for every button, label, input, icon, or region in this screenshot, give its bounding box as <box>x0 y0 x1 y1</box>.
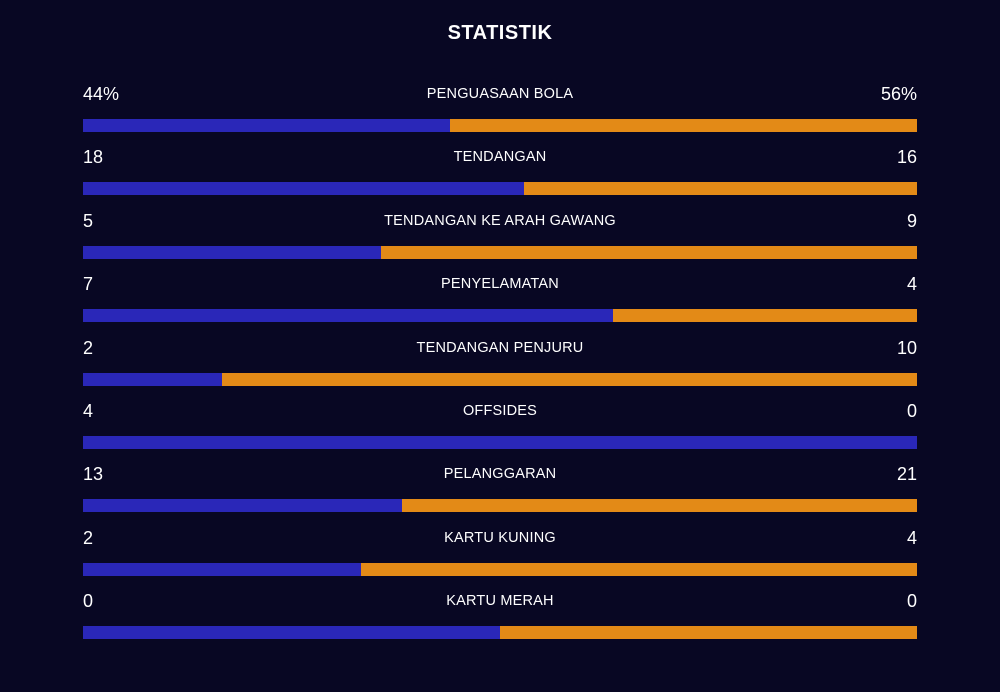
away-bar-fill <box>524 182 917 196</box>
stat-row-shots-on-target: 5 TENDANGAN KE ARAH GAWANG 9 <box>83 207 917 270</box>
stat-label: PENGUASAAN BOLA <box>426 86 574 102</box>
stat-bar <box>83 119 917 132</box>
stat-label: PELANGGARAN <box>443 466 557 483</box>
away-bar-fill <box>500 626 917 640</box>
away-bar-fill <box>449 119 917 132</box>
stat-row-saves: 7 PENYELAMATAN 4 <box>83 270 917 333</box>
home-bar-fill <box>83 499 402 513</box>
away-value: 56% <box>880 84 917 104</box>
stat-label: TENDANGAN PENJURU <box>416 339 584 356</box>
home-bar-fill <box>83 562 361 576</box>
stat-bar <box>83 182 917 196</box>
stat-row-fouls: 13 PELANGGARAN 21 <box>83 460 917 523</box>
home-value: 2 <box>83 337 94 358</box>
stat-label: OFFSIDES <box>462 402 538 419</box>
stat-bar <box>83 372 917 386</box>
away-value: 9 <box>906 210 917 231</box>
home-value: 2 <box>83 527 94 548</box>
home-bar-fill <box>83 372 223 386</box>
away-value: 4 <box>906 527 917 548</box>
home-value: 0 <box>83 591 94 612</box>
stat-label: TENDANGAN <box>453 149 547 166</box>
away-value: 4 <box>906 274 917 295</box>
away-bar-fill <box>380 245 917 259</box>
home-value: 4 <box>83 400 94 421</box>
away-bar-fill <box>222 372 917 386</box>
away-value: 21 <box>896 464 917 485</box>
away-value: 16 <box>896 147 917 168</box>
home-value: 5 <box>83 210 94 231</box>
stat-row-red-cards: 0 KARTU MERAH 0 <box>83 587 917 650</box>
away-value: 10 <box>896 337 917 358</box>
stat-bar <box>83 626 917 640</box>
away-value: 0 <box>906 591 917 612</box>
home-bar-fill <box>83 309 614 323</box>
home-bar-fill <box>83 245 381 259</box>
stat-label: TENDANGAN KE ARAH GAWANG <box>384 212 616 229</box>
stat-bar <box>83 562 917 576</box>
home-bar-fill <box>83 626 500 640</box>
home-value: 7 <box>83 274 94 295</box>
home-value: 44% <box>83 84 120 104</box>
stat-row-shots: 18 TENDANGAN 16 <box>83 143 917 206</box>
home-value: 18 <box>83 147 104 168</box>
stat-label: KARTU KUNING <box>444 529 556 546</box>
stat-bar <box>83 499 917 513</box>
away-bar-fill <box>360 562 917 576</box>
stat-bar <box>83 245 917 259</box>
page-title: STATISTIK <box>447 22 553 44</box>
stat-label: PENYELAMATAN <box>441 276 559 293</box>
away-bar-fill <box>401 499 917 513</box>
stat-row-possession: 44% PENGUASAAN BOLA 56% <box>83 80 917 143</box>
away-bar-fill <box>613 309 917 323</box>
stat-label: KARTU MERAH <box>446 593 554 610</box>
stat-bar <box>83 309 917 323</box>
home-bar-fill <box>83 119 450 132</box>
stat-row-offsides: 4 OFFSIDES 0 <box>83 397 917 460</box>
home-value: 13 <box>83 464 104 485</box>
stats-list: 44% PENGUASAAN BOLA 56% 18 TENDANGAN 16 … <box>83 80 917 651</box>
away-value: 0 <box>906 400 917 421</box>
stat-bar <box>83 435 917 449</box>
home-bar-fill <box>83 435 917 449</box>
stat-row-yellow-cards: 2 KARTU KUNING 4 <box>83 524 917 587</box>
home-bar-fill <box>83 182 525 196</box>
stat-row-corners: 2 TENDANGAN PENJURU 10 <box>83 334 917 397</box>
